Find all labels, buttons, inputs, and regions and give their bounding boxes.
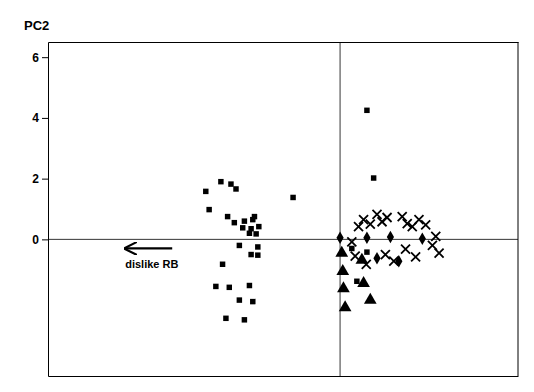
y-axis-tick-mark <box>42 239 48 240</box>
point-square <box>354 279 359 284</box>
point-square <box>220 262 225 267</box>
point-square <box>237 297 242 302</box>
series-diamond <box>336 231 425 268</box>
y-axis-tick: 2 <box>32 172 48 186</box>
y-axis-tick: 6 <box>32 51 48 65</box>
y-axis-tick-label: 4 <box>32 111 39 125</box>
point-x <box>431 232 440 241</box>
point-diamond <box>373 252 380 264</box>
point-x <box>381 250 390 259</box>
point-diamond <box>363 232 370 244</box>
point-triangle <box>339 300 352 311</box>
point-square <box>250 299 255 304</box>
point-x <box>414 215 423 224</box>
point-diamond <box>336 232 343 244</box>
point-square <box>252 214 257 219</box>
point-square <box>364 108 369 113</box>
y-axis-tick-mark <box>42 57 48 58</box>
series-x <box>347 210 443 269</box>
point-diamond <box>395 255 402 267</box>
point-x <box>366 220 375 229</box>
point-triangle <box>335 246 348 257</box>
y-axis: 0 2 4 6 <box>32 43 48 377</box>
point-square <box>253 231 258 236</box>
point-square <box>364 249 369 254</box>
annotation: dislike RB <box>125 258 178 270</box>
point-x <box>389 257 398 266</box>
point-x <box>383 213 392 222</box>
point-x <box>411 252 420 261</box>
point-square <box>213 284 218 289</box>
x-axis-top <box>49 42 519 43</box>
point-square <box>203 189 208 194</box>
y-axis-tick-label: 2 <box>32 172 39 186</box>
point-square <box>247 231 252 236</box>
point-square <box>247 283 252 288</box>
point-square <box>242 317 247 322</box>
y-axis-tick-mark <box>42 179 48 180</box>
point-x <box>351 252 360 261</box>
point-triangle <box>336 264 349 275</box>
point-square <box>232 220 237 225</box>
point-x <box>435 249 444 258</box>
y-axis-tick-label: 6 <box>32 51 39 65</box>
plot-frame-right <box>518 42 519 376</box>
plot-area <box>48 42 518 376</box>
y-axis-tick: 4 <box>32 111 48 125</box>
point-square <box>349 246 354 251</box>
point-square <box>255 252 260 257</box>
chart: 0 2 4 6 dislike RB PC2 <box>0 0 534 392</box>
reference-line-horizontal <box>48 239 518 240</box>
y-axis-tick-mark <box>42 118 48 119</box>
point-square <box>227 285 232 290</box>
point-square <box>256 224 261 229</box>
point-x <box>373 210 382 219</box>
point-square <box>371 175 376 180</box>
point-diamond <box>419 233 426 245</box>
series-triangle <box>335 246 376 312</box>
point-square <box>242 218 247 223</box>
arrow <box>125 247 172 249</box>
point-triangle <box>337 281 350 292</box>
point-x <box>347 237 356 246</box>
point-square <box>240 225 245 230</box>
reference-line-vertical <box>340 42 341 376</box>
point-square <box>248 252 253 257</box>
point-square <box>255 244 260 249</box>
point-square <box>228 181 233 186</box>
point-x <box>421 220 430 229</box>
y-axis-tick: 0 <box>32 233 48 247</box>
point-square <box>233 186 238 191</box>
point-diamond <box>387 231 394 243</box>
point-square <box>218 179 223 184</box>
point-square <box>206 207 211 212</box>
series-square <box>203 108 376 323</box>
point-square <box>237 243 242 248</box>
x-axis-bottom <box>49 376 519 377</box>
y-axis-title: PC2 <box>24 18 49 33</box>
point-x <box>401 245 410 254</box>
x-axis-bottom-line <box>49 376 519 377</box>
x-axis-top-line <box>49 42 519 43</box>
y-axis-tick-label: 0 <box>32 233 39 247</box>
point-triangle <box>357 276 370 287</box>
point-square <box>223 316 228 321</box>
y-axis-line <box>48 43 49 377</box>
point-x <box>362 260 371 269</box>
point-triangle <box>364 293 377 304</box>
point-square <box>290 195 295 200</box>
point-square <box>225 214 230 219</box>
